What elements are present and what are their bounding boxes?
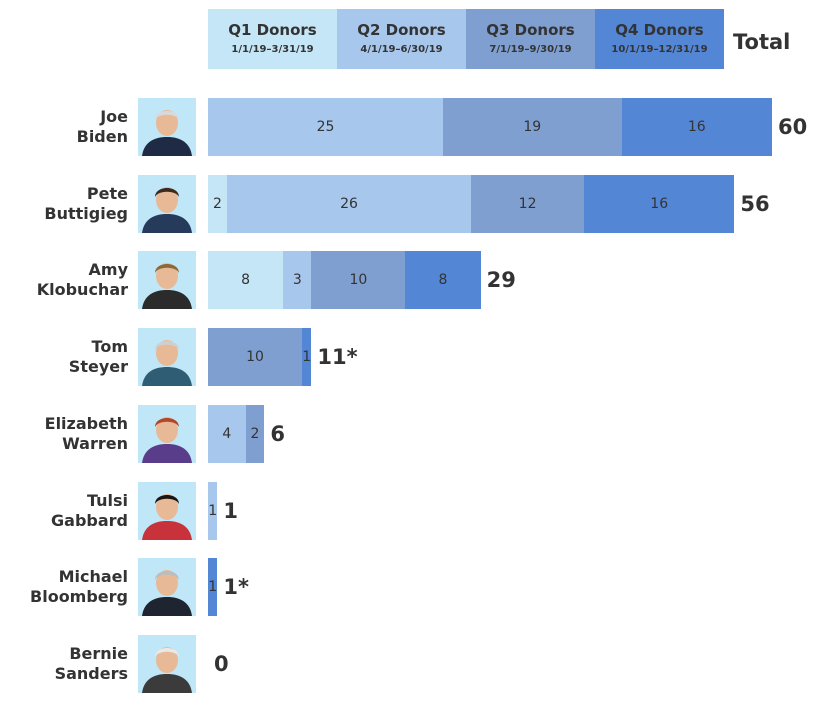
total-value: 56 [740,191,770,216]
bar-segment-q2: 3 [283,251,312,310]
bar-segment-q3: 10 [208,328,302,387]
bar-segment-label: 12 [518,195,537,212]
bar-segment-label: 3 [292,272,302,289]
legend-q3: Q3 Donors 7/1/19–9/30/19 [466,9,595,69]
legend-q2-range: 4/1/19–6/30/19 [360,44,443,55]
bar-segment-label: 16 [650,195,669,212]
legend-q1-title: Q1 Donors [228,21,317,39]
candidate-name-elizabeth-warren: Elizabeth Warren [0,414,128,454]
candidate-last-name: Steyer [68,357,128,377]
bar-segment-label: 1 [208,579,218,596]
candidate-last-name: Bloomberg [30,587,128,607]
bar-segment-q2: 26 [226,174,472,233]
candidate-name-tom-steyer: Tom Steyer [0,337,128,377]
bar-segment-label: 1 [208,502,218,519]
candidate-last-name: Buttigieg [44,203,128,223]
chart-legend: Q1 Donors 1/1/19–3/31/19 Q2 Donors 4/1/1… [208,9,724,69]
bar-segment-q2: 1 [208,481,218,540]
candidate-photo-elizabeth-warren [138,404,196,463]
legend-q4-title: Q4 Donors [615,21,704,39]
candidate-name-bernie-sanders: Bernie Sanders [0,644,128,684]
bar-segment-label: 2 [250,425,260,442]
bar-segment-q2: 25 [208,98,443,156]
candidate-last-name: Gabbard [51,510,128,530]
legend-q3-range: 7/1/19–9/30/19 [489,44,572,55]
candidate-first-name: Pete [86,183,128,203]
bar-segment-label: 1 [302,349,312,366]
candidate-photo-bernie-sanders [138,634,196,693]
candidate-first-name: Amy [88,260,128,280]
candidate-first-name: Tulsi [86,490,128,510]
bar-segment-label: 2 [212,195,222,212]
total-value: 1* [223,575,249,600]
candidate-first-name: Bernie [69,643,128,663]
candidate-first-name: Michael [58,567,128,587]
bar-segment-q4: 16 [584,174,735,233]
candidate-last-name: Sanders [54,663,128,683]
candidate-first-name: Joe [100,107,128,126]
bar-segment-label: 8 [241,272,251,289]
legend-q4-range: 10/1/19–12/31/19 [611,44,708,55]
bar-segment-q4: 1 [302,328,312,387]
candidate-photo-joe-biden [138,98,196,156]
candidate-name-michael-bloomberg: Michael Bloomberg [0,567,128,607]
candidate-last-name: Klobuchar [36,280,128,300]
candidate-last-name: Warren [62,433,128,453]
legend-q1: Q1 Donors 1/1/19–3/31/19 [208,9,337,69]
candidate-photo-amy-klobuchar [138,251,196,310]
bar-segment-label: 19 [523,119,542,135]
candidate-photo-pete-buttigieg [138,174,196,233]
candidate-last-name: Biden [76,127,128,146]
total-column-header: Total [733,30,791,54]
candidate-first-name: Tom [91,337,128,357]
bar-segment-label: 26 [340,195,358,212]
total-value: 0 [214,651,229,676]
bar-segment-label: 16 [687,119,706,135]
total-value: 29 [486,268,516,293]
candidate-photo-tulsi-gabbard [138,481,196,540]
total-value: 1 [223,498,239,523]
bar-segment-label: 25 [316,119,335,135]
total-value: 11* [317,345,358,370]
legend-q1-range: 1/1/19–3/31/19 [231,44,314,55]
bar-segment-q4: 1 [208,558,218,617]
candidate-photo-michael-bloomberg [138,558,196,617]
candidate-name-amy-klobuchar: Amy Klobuchar [0,260,128,300]
legend-q2: Q2 Donors 4/1/19–6/30/19 [337,9,466,69]
bar-segment-q3: 10 [311,251,406,310]
bar-segment-q3: 19 [443,98,622,156]
bar-segment-q4: 8 [405,251,481,310]
bar-segment-label: 10 [246,349,264,366]
candidate-name-joe-biden: Joe Biden [0,107,128,147]
bar-segment-q1: 8 [208,251,284,310]
total-value: 6 [270,421,286,446]
bar-segment-q2: 4 [208,404,246,463]
bar-segment-q1: 2 [208,174,227,233]
candidate-name-pete-buttigieg: Pete Buttigieg [0,184,128,224]
bar-segment-q3: 2 [245,404,265,463]
bar-segment-q4: 16 [621,98,772,156]
bar-segment-q3: 12 [471,174,584,233]
legend-q3-title: Q3 Donors [486,21,575,39]
candidate-photo-tom-steyer [138,328,196,387]
candidate-first-name: Elizabeth [44,413,128,433]
bar-segment-label: 4 [222,425,232,442]
bar-segment-label: 10 [349,272,368,289]
bar-segment-label: 8 [438,272,448,289]
total-value: 60 [778,115,808,139]
candidate-name-tulsi-gabbard: Tulsi Gabbard [0,491,128,531]
legend-q2-title: Q2 Donors [357,21,446,39]
legend-q4: Q4 Donors 10/1/19–12/31/19 [595,9,724,69]
